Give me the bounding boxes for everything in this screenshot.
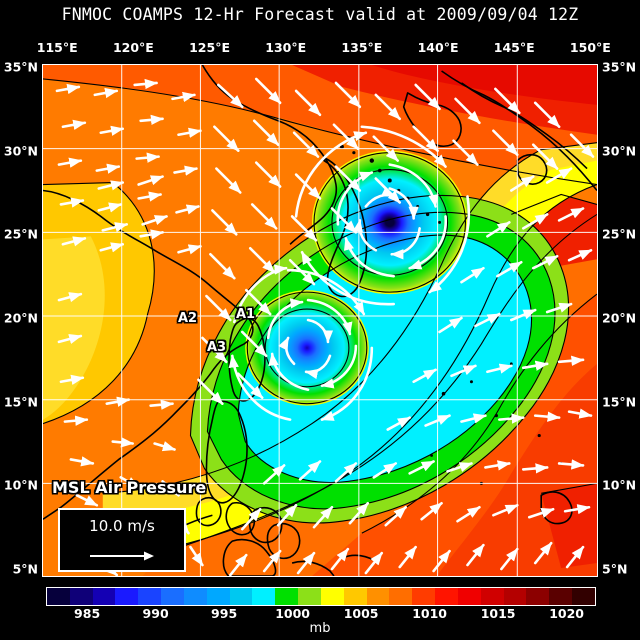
colorbar-cell-18	[457, 588, 481, 605]
colorbar-tick-1010: 1010	[412, 606, 447, 621]
lat-tick-left-35: 35°N	[3, 59, 38, 75]
annotation-a2: A2	[178, 311, 198, 326]
colorbar-cell-7	[206, 588, 230, 605]
colorbar-cell-13	[343, 588, 367, 605]
colorbar-cell-6	[183, 588, 207, 605]
lat-tick-right-35: 35°N	[602, 59, 637, 75]
colorbar-cell-0	[47, 588, 70, 605]
lat-tick-right-20: 20°N	[602, 310, 637, 326]
colorbar-cell-16	[412, 588, 436, 605]
lat-tick-right-10: 10°N	[602, 477, 637, 493]
colorbar-cell-3	[115, 588, 139, 605]
colorbar-cell-22	[549, 588, 573, 605]
colorbar-tick-1015: 1015	[480, 606, 516, 621]
pressure-field	[43, 65, 597, 576]
map-plot-area[interactable]: A2 A1 A3	[42, 64, 598, 577]
colorbar-cell-20	[503, 588, 527, 605]
colorbar-tick-1020: 1020	[549, 606, 584, 621]
annotation-a3: A3	[207, 340, 227, 355]
colorbar-tick-985: 985	[74, 606, 101, 621]
lon-tick-150: 150°E	[569, 40, 611, 55]
colorbar-tick-990: 990	[142, 606, 169, 621]
wind-arrow-icon	[90, 551, 154, 561]
colorbar-cell-21	[526, 588, 550, 605]
colorbar-cell-4	[138, 588, 162, 605]
lat-tick-right-5: 5°N	[602, 561, 628, 577]
lat-tick-left-25: 25°N	[3, 226, 38, 242]
colorbar-cell-10	[275, 588, 299, 605]
colorbar-tick-995: 995	[211, 606, 238, 621]
colorbar-tick-labels: 985 990 995 1000 1005 1010 1015 1020	[46, 606, 594, 621]
colorbar-cell-1	[69, 588, 93, 605]
lon-tick-120: 120°E	[112, 40, 154, 55]
map-canvas	[43, 65, 597, 576]
colorbar-cell-2	[92, 588, 116, 605]
colorbar-cell-14	[366, 588, 390, 605]
colorbar-tick-1000: 1000	[275, 606, 310, 621]
colorbar-cell-15	[389, 588, 413, 605]
lat-tick-left-30: 30°N	[3, 143, 38, 159]
colorbar-cell-5	[161, 588, 184, 605]
lon-tick-140: 140°E	[417, 40, 459, 55]
lat-tick-left-15: 15°N	[3, 394, 38, 410]
colorbar-cell-17	[435, 588, 458, 605]
colorbar-cell-23	[572, 588, 595, 605]
colorbar-cell-8	[229, 588, 253, 605]
colorbar-cell-9	[252, 588, 276, 605]
lat-tick-left-10: 10°N	[3, 477, 38, 493]
figure-title: FNMOC COAMPS 12-Hr Forecast valid at 200…	[61, 5, 579, 24]
lon-tick-125: 125°E	[189, 40, 230, 55]
field-label: MSL Air Pressure	[52, 478, 207, 497]
lon-tick-130: 130°E	[265, 40, 307, 55]
annotation-a1: A1	[236, 307, 256, 322]
colorbar-cell-19	[480, 588, 504, 605]
lon-tick-135: 135°E	[341, 40, 383, 55]
colorbar-unit-label: mb	[309, 621, 331, 636]
lon-tick-115: 115°E	[36, 40, 78, 55]
colorbar-cell-11	[298, 588, 321, 605]
pressure-colorbar[interactable]	[46, 587, 596, 606]
lat-tick-right-25: 25°N	[602, 226, 637, 242]
wind-scale-value: 10.0 m/s	[89, 517, 155, 535]
lat-tick-left-5: 5°N	[12, 561, 38, 577]
colorbar-cell-12	[320, 588, 344, 605]
lat-tick-left-20: 20°N	[3, 310, 38, 326]
wind-scale-legend: 10.0 m/s	[58, 508, 186, 572]
lat-lon-grid	[43, 65, 597, 576]
colorbar-tick-1005: 1005	[343, 606, 379, 621]
lat-tick-right-15: 15°N	[602, 394, 637, 410]
lat-tick-right-30: 30°N	[602, 143, 637, 159]
southern-cyclone-core	[245, 290, 369, 406]
lon-tick-145: 145°E	[493, 40, 535, 55]
